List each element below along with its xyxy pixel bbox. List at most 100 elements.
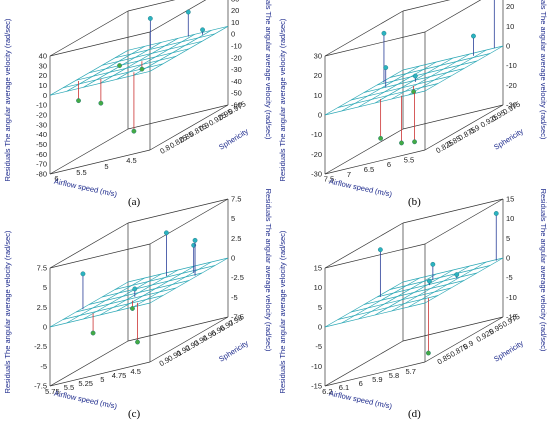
residual-point [76,98,81,104]
zero-plane-grid-line [358,61,437,108]
zero-plane-grid-line [83,42,162,88]
zero-plane-grid-line [66,277,145,324]
z-tick-label-left: 40 [39,52,47,61]
y-tick-label: 0.975 [501,312,522,329]
box-edge-top [424,0,482,33]
z-tick-label-left: 30 [39,61,47,70]
z-tick-label-left: 30 [314,52,322,61]
residual-point [377,247,383,253]
x-tick-label: 6.1 [339,383,349,392]
residual-point [411,89,417,95]
z-tick-label-left: 7.5 [37,264,47,273]
z-tick-label-left: -10 [36,101,47,110]
x-tick-label: 4.5 [130,367,140,376]
x-tick-label: 7.5 [324,175,334,184]
box-edge-top [49,243,151,269]
zero-plane-grid-line [402,257,504,283]
z-tick-label-right: 30 [231,0,239,3]
subplot-a: 403020100-10-20-30-40-50-60-70-804030201… [0,0,275,212]
box-edge-top [49,222,129,269]
residual-point [412,139,417,145]
box-edge-top [424,198,504,245]
z-tick-label-right: -60 [231,101,242,110]
box-edge-floor [49,149,151,175]
y-tick-label: 0.875 [449,342,470,359]
zero-plane-grid-line [127,25,229,51]
zero-plane-grid-line [363,280,465,305]
x-tick-label: 5.5 [404,155,414,164]
z-axis-label-right: Residuals The angular average velocity (… [539,189,548,352]
z-tick-label-right: 0 [506,254,510,263]
residual-point [130,306,135,311]
residual-point [430,261,436,267]
z-tick-label-left: 10 [314,91,322,100]
residual-point [383,65,389,71]
y-axis-label: Sphericity [217,338,250,363]
residual-point [117,63,122,68]
x-tick-label: 4.5 [126,156,136,165]
z-axis-label-right: Residuals The angular average velocity (… [264,189,273,352]
z-tick-label-left: 0 [43,91,47,100]
residual-point [147,16,153,21]
x-tick-label: 6 [54,174,58,183]
y-axis-label: Sphericity [492,338,525,363]
subplot-d: 15 10 5 0 -5 -10 -15 15 10 5 0 -5 -10 -15 6.2 6.1 6 5.9 5.… [275,189,550,424]
z-tick-label-left: 10 [314,283,322,292]
residual-point [454,272,460,278]
residual-point [163,230,169,236]
box-edge-floor [49,361,151,387]
z-axis-label-right: Residuals The angular average velocity (… [539,0,548,140]
box-edge-top [49,31,151,57]
residual-point [381,30,387,36]
chart-c: 7.552.50-2.5-5-7.57.552.50-2.5-5-7.55.75… [3,189,273,411]
zero-plane-grid-line [389,265,491,290]
zero-plane-grid-line [83,273,162,320]
y-tick-label: 0.825 [168,133,189,150]
z-tick-label-right: 0 [506,42,510,51]
subplot-c: 7.5 5 2.5 0 -2.5 -5 -7.5 7.5 5 2.5 0 -2.5 -5 -7.5 5.75… [0,189,275,424]
z-tick-label-left: -20 [36,111,47,120]
zero-plane-grid-line [49,281,129,328]
zero-plane-grid-line [101,272,203,298]
box-edge-top [324,222,404,269]
zero-plane-grid-line [114,33,216,59]
residual-point [139,66,145,72]
box-edge-floor [324,340,404,387]
box-edge-top [127,198,229,224]
residual-point [80,271,86,277]
box-edge-top [127,0,176,12]
x-tick-label: 5.5 [76,168,86,177]
zero-plane-grid-line [127,257,229,283]
z-tick-label-left: 5 [43,283,47,292]
box-edge-floor [324,149,426,175]
x-tick-label: 5.5 [64,383,74,392]
x-tick-label: 5.7 [405,367,415,376]
x-tick-label: 6.2 [322,387,332,396]
box-edge-top [149,198,229,245]
zero-plane-grid-line [101,40,203,66]
z-tick-label-right: 0 [231,254,235,263]
z-tick-label-right: 5 [506,234,510,243]
box-edge-top [324,31,426,57]
z-tick-label-left: 0 [318,323,322,332]
x-tick-label: 5 [104,162,108,171]
x-axis-label: Airflow speed (m/s) [53,389,118,411]
z-tick-label-right: -5 [506,273,513,282]
box-edge-top [324,243,426,269]
box-edge-floor [424,316,504,363]
z-tick-label-left: -5 [40,362,47,371]
z-axis-label-left: Residuals The angular average velocity (… [278,230,287,393]
zero-plane-grid-line [49,50,129,96]
z-tick-label-right: 20 [231,6,239,15]
z-tick-label-right: -20 [231,53,242,62]
z-tick-label-right: 2.5 [231,234,241,243]
subplot-b: 3020100-10-20-303020100-10-20-307.576.56… [275,0,550,212]
box-edge-floor [127,316,229,342]
z-tick-label-left: 10 [39,81,47,90]
subplot-label-c: (c) [128,408,141,420]
z-tick-label-right: -10 [506,61,517,70]
chart-a: 403020100-10-20-30-40-50-60-70-804030201… [3,0,273,199]
box-edge-floor [324,361,426,387]
x-axis-label: Airflow speed (m/s) [328,177,393,199]
